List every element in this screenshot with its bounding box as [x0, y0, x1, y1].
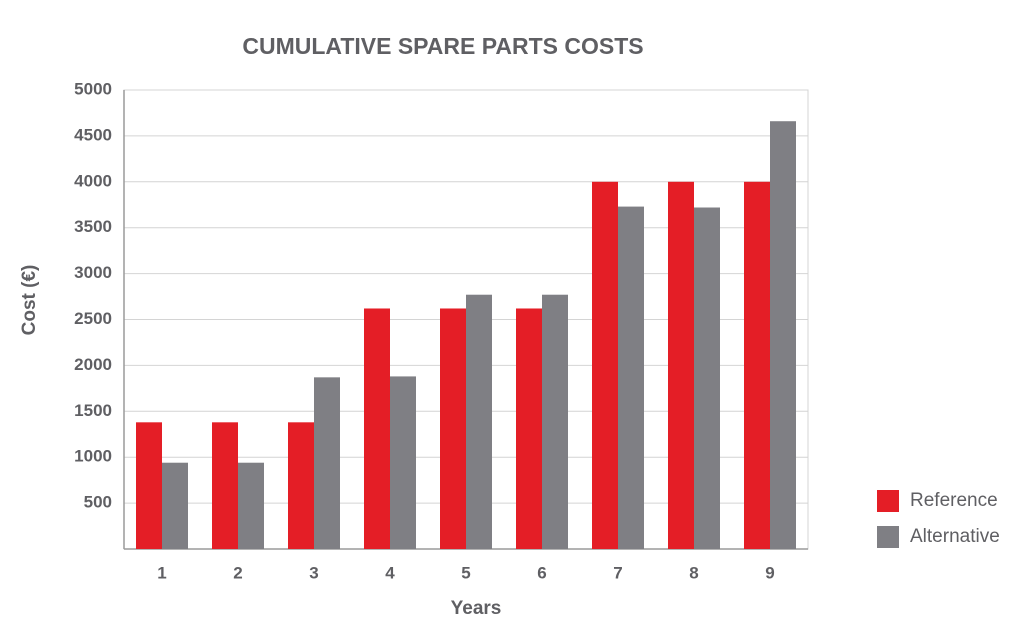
y-tick-label: 3000 — [74, 263, 112, 282]
legend-label: Reference — [910, 490, 998, 511]
x-tick-label: 4 — [385, 563, 395, 582]
bar — [440, 308, 466, 549]
y-tick-label: 2000 — [74, 355, 112, 374]
bar — [314, 377, 340, 549]
bar — [288, 422, 314, 549]
legend-swatch — [877, 526, 899, 548]
y-tick-label: 500 — [84, 493, 112, 512]
bar — [466, 294, 492, 549]
bar — [542, 294, 568, 549]
y-tick-label: 1000 — [74, 447, 112, 466]
bar — [668, 181, 694, 550]
bar — [770, 121, 796, 549]
y-tick-label: 3500 — [74, 217, 112, 236]
bar — [238, 462, 264, 549]
x-axis-label: Years — [451, 598, 502, 619]
legend-label: Alternative — [910, 526, 1000, 547]
bar — [694, 207, 720, 549]
bar — [618, 206, 644, 549]
y-tick-label: 5000 — [74, 79, 112, 98]
x-tick-label: 8 — [689, 563, 698, 582]
bar — [162, 462, 188, 549]
x-tick-label: 3 — [309, 563, 318, 582]
y-tick-label: 4500 — [74, 125, 112, 144]
y-tick-label: 4000 — [74, 171, 112, 190]
bar — [136, 422, 162, 549]
legend-swatch — [877, 490, 899, 512]
chart-title: CUMULATIVE SPARE PARTS COSTS — [242, 33, 643, 59]
x-tick-label: 9 — [765, 563, 774, 582]
x-tick-label: 1 — [157, 563, 166, 582]
y-axis-label: Cost (€) — [19, 265, 40, 336]
x-tick-label: 2 — [233, 563, 242, 582]
bar — [744, 181, 770, 550]
y-tick-label: 1500 — [74, 401, 112, 420]
bar — [212, 422, 238, 549]
bar — [592, 181, 618, 550]
x-tick-label: 7 — [613, 563, 622, 582]
bar — [516, 308, 542, 549]
y-tick-label: 2500 — [74, 309, 112, 328]
x-tick-label: 5 — [461, 563, 470, 582]
bar — [390, 376, 416, 549]
bar — [364, 308, 390, 549]
x-tick-label: 6 — [537, 563, 546, 582]
